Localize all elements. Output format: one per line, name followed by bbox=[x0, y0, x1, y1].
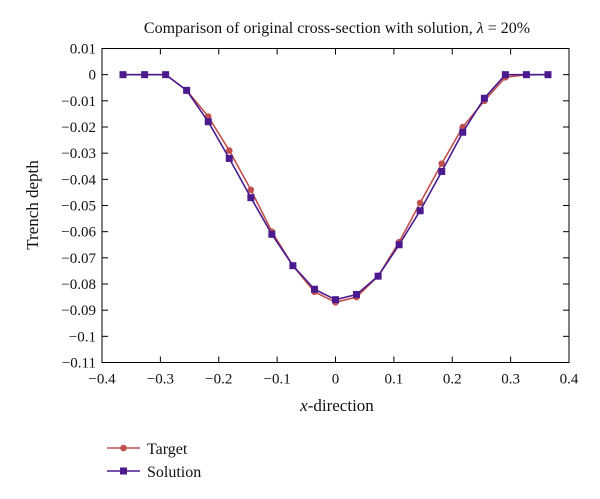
legend-item-solution: Solution bbox=[107, 464, 201, 481]
data-point-solution bbox=[395, 241, 403, 249]
x-tick-label: 0.2 bbox=[443, 372, 462, 388]
series-solution bbox=[119, 71, 552, 304]
series-layer bbox=[119, 71, 552, 306]
x-axis-title: x-direction bbox=[299, 396, 374, 415]
data-point-solution bbox=[332, 296, 339, 304]
y-tick-label: −0.1 bbox=[69, 329, 96, 345]
data-point-solution bbox=[544, 71, 552, 79]
chart-title: Comparison of original cross-section wit… bbox=[144, 20, 530, 37]
y-tick-label: 0 bbox=[89, 68, 97, 84]
legend-item-target: Target bbox=[107, 441, 188, 458]
legend-label-solution: Solution bbox=[147, 464, 201, 481]
data-point-solution bbox=[204, 118, 212, 126]
data-point-solution bbox=[183, 86, 191, 94]
data-point-solution bbox=[522, 71, 530, 79]
x-tick-label: 0.3 bbox=[501, 372, 520, 388]
data-point-solution bbox=[459, 128, 467, 136]
data-point-solution bbox=[374, 272, 382, 280]
data-point-solution bbox=[268, 230, 276, 238]
plot-frame bbox=[101, 48, 570, 363]
data-point-solution bbox=[353, 290, 361, 298]
y-tick-label: 0.01 bbox=[70, 42, 96, 58]
data-point-solution bbox=[438, 167, 446, 175]
data-point-solution bbox=[310, 285, 318, 293]
data-point-solution bbox=[225, 154, 233, 162]
data-point-target bbox=[247, 186, 255, 194]
x-tick-label: −0.1 bbox=[264, 372, 291, 388]
data-point-solution bbox=[289, 262, 297, 270]
y-tick-label: −0.02 bbox=[61, 120, 96, 136]
data-point-target bbox=[438, 160, 446, 167]
y-tick-label: −0.03 bbox=[61, 146, 96, 162]
data-point-solution bbox=[141, 71, 149, 79]
x-tick-label: −0.2 bbox=[205, 372, 232, 388]
data-point-target bbox=[416, 199, 424, 207]
data-point-solution bbox=[247, 194, 255, 202]
y-axis-title: Trench depth bbox=[23, 160, 42, 250]
data-point-solution bbox=[501, 71, 509, 79]
legend-swatch-solution-marker bbox=[120, 467, 127, 475]
x-tick-label: 0 bbox=[332, 372, 340, 388]
data-point-solution bbox=[162, 71, 170, 79]
data-point-solution bbox=[416, 207, 424, 215]
x-tick-label: 0.4 bbox=[560, 372, 579, 388]
series-line-target bbox=[123, 73, 548, 304]
series-line-solution bbox=[123, 73, 548, 301]
legend-swatch-target-marker bbox=[120, 444, 127, 452]
legend: Target Solution bbox=[107, 441, 201, 481]
y-tick-label: −0.08 bbox=[61, 277, 96, 293]
data-point-solution bbox=[480, 94, 488, 102]
series-target bbox=[119, 71, 552, 306]
y-tick-label: −0.05 bbox=[61, 199, 96, 215]
y-tick-label: −0.07 bbox=[61, 251, 96, 267]
y-tick-label: −0.09 bbox=[61, 303, 96, 319]
x-tick-label: −0.3 bbox=[147, 372, 174, 388]
y-tick-label: −0.01 bbox=[61, 94, 96, 110]
legend-label-target: Target bbox=[147, 441, 188, 458]
y-tick-label: −0.04 bbox=[61, 172, 96, 188]
x-axis-ticks: −0.4 −0.3 −0.2 −0.1 0 0.1 0.2 0.3 0.4 bbox=[88, 48, 579, 388]
x-tick-label: −0.4 bbox=[88, 372, 116, 388]
y-axis-ticks: 0.01 0 −0.01 −0.02 −0.03 −0.04 −0.05 −0.06 −0.07… bbox=[61, 42, 569, 372]
data-point-target bbox=[225, 147, 233, 154]
y-tick-label: −0.11 bbox=[62, 356, 96, 372]
x-tick-label: 0.1 bbox=[385, 372, 404, 388]
data-point-solution bbox=[119, 71, 127, 79]
y-tick-label: −0.06 bbox=[61, 225, 96, 241]
